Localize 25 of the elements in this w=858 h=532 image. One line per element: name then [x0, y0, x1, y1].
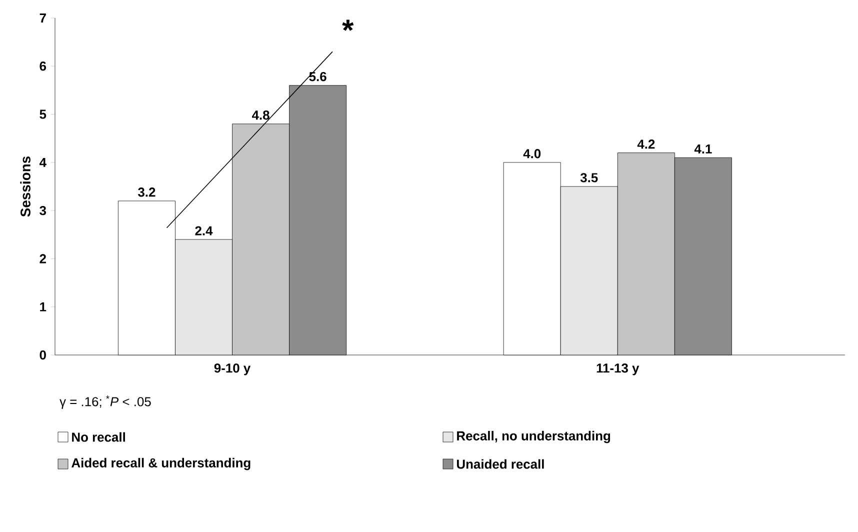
- y-tick-label: 0: [40, 350, 46, 360]
- y-axis-title: Sessions: [20, 156, 30, 217]
- legend-label: Recall, no understanding: [457, 430, 610, 444]
- data-label: 3.5: [580, 173, 598, 182]
- data-label: 2.4: [195, 226, 213, 236]
- legend-label: Unaided recall: [456, 459, 544, 469]
- annotation: *: [342, 20, 354, 31]
- data-label: 4.1: [694, 144, 712, 154]
- y-tick-label: 3: [40, 206, 46, 216]
- y-tick-label: 5: [40, 110, 46, 119]
- y-tick-label: 2: [40, 254, 46, 264]
- data-label: 4.0: [523, 149, 541, 158]
- data-label: 4.2: [637, 140, 655, 149]
- data-label: 3.2: [138, 188, 156, 197]
- x-tick-label: 11-13 y: [596, 364, 640, 376]
- y-tick-label: 7: [40, 14, 46, 22]
- x-tick-label: 9-10 y: [214, 364, 251, 376]
- y-tick-label: 1: [40, 302, 46, 312]
- y-tick-label: 4: [39, 158, 46, 167]
- legend-label: No recall: [72, 432, 125, 442]
- y-tick-label: 6: [40, 62, 46, 71]
- data-label: 4.8: [252, 110, 270, 120]
- legend-label: Aided recall & understanding: [72, 458, 250, 470]
- text: γ = .16; $^{*}$P < .05: [60, 396, 151, 409]
- data-label: 5.6: [309, 72, 326, 82]
